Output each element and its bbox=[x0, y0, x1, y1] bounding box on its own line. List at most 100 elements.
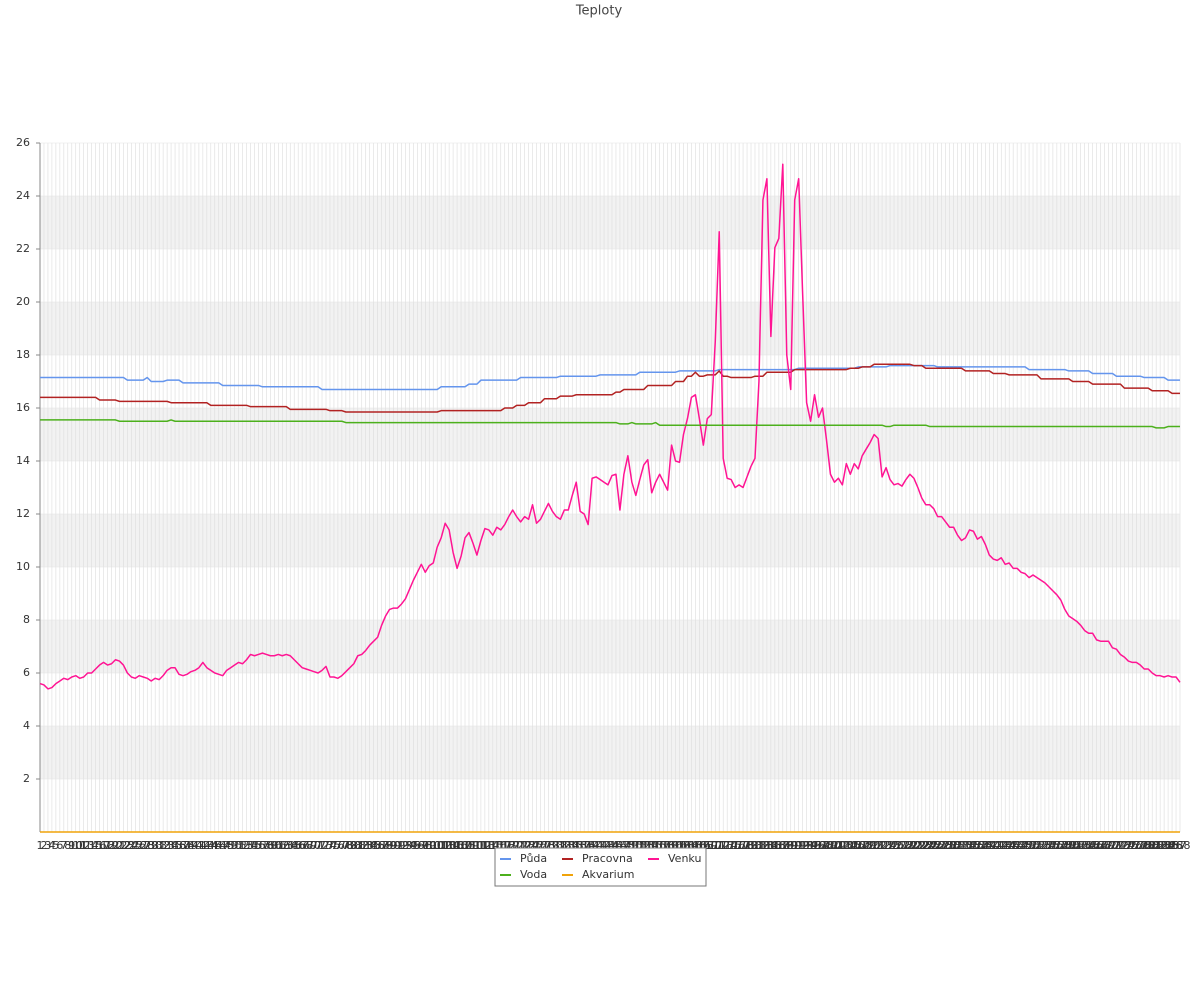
x-tick-label: 227 bbox=[927, 839, 948, 852]
chart-title: Teploty bbox=[575, 4, 623, 19]
x-tick-label: 237 bbox=[967, 839, 988, 852]
x-tick-label: 278 bbox=[1130, 839, 1151, 852]
x-tick-label: 247 bbox=[1007, 839, 1028, 852]
x-tick-label: 252 bbox=[1027, 839, 1048, 852]
x-tick-label: 47 bbox=[216, 839, 230, 852]
x-tick-label: 274 bbox=[1114, 839, 1135, 852]
x-tick-label: 33 bbox=[160, 839, 174, 852]
x-tick-label: 88 bbox=[379, 839, 393, 852]
x-tick-label: 220 bbox=[899, 839, 920, 852]
x-tick-label: 67 bbox=[295, 839, 309, 852]
x-tick-label: 257 bbox=[1046, 839, 1067, 852]
x-tick-label: 219 bbox=[895, 839, 916, 852]
x-tick-label: 212 bbox=[868, 839, 889, 852]
x-tick-label: 260 bbox=[1058, 839, 1079, 852]
x-tick-label: 269 bbox=[1094, 839, 1115, 852]
x-tick-label: 217 bbox=[887, 839, 908, 852]
x-tick-label: 71 bbox=[311, 839, 325, 852]
x-tick-label: 44 bbox=[204, 839, 218, 852]
x-tick-label: 105 bbox=[443, 839, 464, 852]
y-tick-label: 6 bbox=[23, 666, 30, 679]
x-tick-label: 8 bbox=[64, 839, 71, 852]
y-tick-label: 20 bbox=[16, 295, 30, 308]
x-tick-label: 223 bbox=[911, 839, 932, 852]
x-tick-label: 246 bbox=[1003, 839, 1024, 852]
x-tick-label: 238 bbox=[971, 839, 992, 852]
x-tick-label: 98 bbox=[418, 839, 432, 852]
x-tick-label: 248 bbox=[1011, 839, 1032, 852]
x-tick-label: 234 bbox=[955, 839, 976, 852]
x-tick-label: 197 bbox=[808, 839, 829, 852]
x-tick-label: 57 bbox=[255, 839, 269, 852]
x-tick-label: 5 bbox=[52, 839, 59, 852]
x-tick-label: 89 bbox=[383, 839, 397, 852]
x-tick-label: 176 bbox=[725, 839, 746, 852]
x-tick-label: 196 bbox=[804, 839, 825, 852]
lines bbox=[39, 163, 1181, 833]
grid-band bbox=[40, 302, 1180, 355]
x-tick-label: 19 bbox=[104, 839, 118, 852]
x-tick-label: 55 bbox=[247, 839, 261, 852]
x-tick-label: 209 bbox=[856, 839, 877, 852]
x-tick-label: 205 bbox=[840, 839, 861, 852]
series-line bbox=[40, 419, 1180, 429]
x-tick-label: 179 bbox=[737, 839, 758, 852]
x-tick-label: 218 bbox=[891, 839, 912, 852]
x-tick-label: 65 bbox=[287, 839, 301, 852]
x-tick-label: 84 bbox=[363, 839, 377, 852]
x-tick-label: 10 bbox=[69, 839, 83, 852]
x-tick-label: 203 bbox=[832, 839, 853, 852]
x-tick-label: 79 bbox=[343, 839, 357, 852]
x-tick-label: 92 bbox=[394, 839, 408, 852]
x-tick-label: 61 bbox=[271, 839, 285, 852]
x-tick-label: 272 bbox=[1106, 839, 1127, 852]
x-tick-label: 206 bbox=[844, 839, 865, 852]
x-tick-label: 100 bbox=[423, 839, 444, 852]
x-tick-label: 195 bbox=[800, 839, 821, 852]
x-tick-label: 37 bbox=[176, 839, 190, 852]
x-tick-label: 91 bbox=[390, 839, 404, 852]
x-tick-label: 66 bbox=[291, 839, 305, 852]
x-tick-label: 231 bbox=[943, 839, 964, 852]
x-tick-label: 31 bbox=[152, 839, 166, 852]
x-tick-label: 96 bbox=[410, 839, 424, 852]
x-tick-label: 267 bbox=[1086, 839, 1107, 852]
x-tick-label: 232 bbox=[947, 839, 968, 852]
x-tick-label: 281 bbox=[1142, 839, 1163, 852]
x-tick-label: 50 bbox=[228, 839, 242, 852]
legend-box bbox=[494, 847, 707, 887]
x-tick-label: 29 bbox=[144, 839, 158, 852]
x-tick-label: 73 bbox=[319, 839, 333, 852]
x-tick-label: 42 bbox=[196, 839, 210, 852]
x-tick-label: 258 bbox=[1050, 839, 1071, 852]
x-tick-label: 107 bbox=[451, 839, 472, 852]
x-tick-label: 13 bbox=[81, 839, 95, 852]
x-tick-label: 181 bbox=[744, 839, 765, 852]
x-tick-label: 95 bbox=[406, 839, 420, 852]
y-tick-label: 14 bbox=[16, 454, 30, 467]
x-tick-label: 3 bbox=[44, 839, 51, 852]
x-tick-label: 9 bbox=[68, 839, 75, 852]
x-tick-label: 215 bbox=[880, 839, 901, 852]
x-tick-label: 25 bbox=[128, 839, 142, 852]
x-tick-label: 225 bbox=[919, 839, 940, 852]
x-tick-label: 233 bbox=[951, 839, 972, 852]
x-tick-label: 270 bbox=[1098, 839, 1119, 852]
x-tick-label: 106 bbox=[447, 839, 468, 852]
x-tick-label: 192 bbox=[788, 839, 809, 852]
x-tick-label: 53 bbox=[240, 839, 254, 852]
x-tick-label: 90 bbox=[387, 839, 401, 852]
x-tick-label: 51 bbox=[232, 839, 246, 852]
x-tick-label: 68 bbox=[299, 839, 313, 852]
x-tick-label: 2 bbox=[40, 839, 47, 852]
x-tick-label: 46 bbox=[212, 839, 226, 852]
x-tick-label: 76 bbox=[331, 839, 345, 852]
x-tick-label: 26 bbox=[132, 839, 146, 852]
x-tick-label: 59 bbox=[263, 839, 277, 852]
x-tick-label: 236 bbox=[963, 839, 984, 852]
x-tick-label: 184 bbox=[756, 839, 777, 852]
x-tick-label: 250 bbox=[1019, 839, 1040, 852]
x-tick-label: 43 bbox=[200, 839, 214, 852]
x-tick-label: 251 bbox=[1023, 839, 1044, 852]
x-tick-label: 199 bbox=[816, 839, 837, 852]
